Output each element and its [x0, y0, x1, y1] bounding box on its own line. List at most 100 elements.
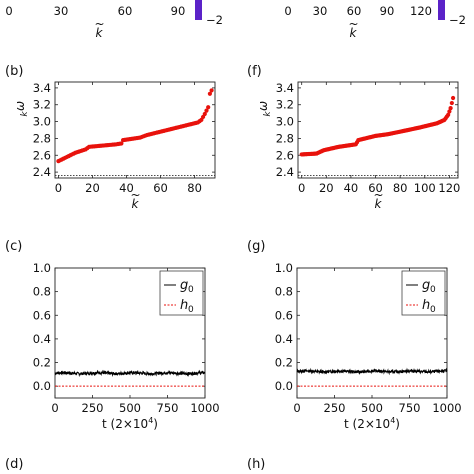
top-left-axis-strip: 0 30 60 90 −2 k ~ — [5, 0, 223, 40]
chart-g-xtick-label: 0 — [293, 401, 300, 415]
chart-c-xlabel: t (2×104) — [102, 416, 158, 431]
chart-b-xlabel-tilde: ~ — [130, 188, 140, 202]
top-right-tick-90: 90 — [380, 4, 395, 18]
chart-g-legend-label-h0: h — [422, 298, 430, 313]
top-right-axis-strip: 0 30 60 90 120 −2 k ~ — [284, 0, 466, 40]
chart-b-ytick-label: 3.4 — [33, 81, 51, 95]
chart-f-plot-frame — [297, 81, 459, 179]
chart-b-point — [206, 105, 211, 110]
top-left-tick-90: 90 — [171, 4, 186, 18]
chart-g-ytick-label: 0.2 — [275, 356, 293, 370]
chart-g-xlabel-close: ) — [395, 417, 400, 431]
chart-f-ytick-label: 2.4 — [276, 165, 294, 179]
chart-c-xtick-label: 750 — [157, 401, 179, 415]
chart-b-point — [204, 108, 209, 113]
chart-g-ytick-label: 0.8 — [275, 285, 293, 299]
top-left-tick-0: 0 — [5, 4, 12, 18]
top-left-tick-30: 30 — [54, 4, 69, 18]
chart-b-point — [209, 88, 214, 93]
chart-f-xtick-label: 60 — [368, 181, 383, 195]
chart-f-ytick-label: 3.4 — [276, 81, 294, 95]
chart-c-xlabel-close: ) — [153, 417, 158, 431]
panel-label-g: (g) — [247, 239, 265, 254]
chart-b-xlabel: k — [132, 197, 140, 211]
chart-b-ylabel: ω — [13, 101, 27, 111]
chart-c-legend-label-g0-sub: 0 — [188, 285, 194, 295]
panel-label-f: (f) — [247, 64, 262, 79]
chart-f-xtick-label: 120 — [438, 181, 460, 195]
chart-g-xtick-label: 1000 — [432, 401, 461, 415]
top-left-tick-60: 60 — [118, 4, 133, 18]
chart-f-point — [447, 109, 452, 114]
chart-c-xtick-label: 500 — [119, 401, 141, 415]
chart-b-xtick-label: 60 — [153, 181, 168, 195]
top-right-xlabel-tilde: ~ — [348, 17, 358, 31]
chart-f-xtick-label: 0 — [298, 181, 305, 195]
top-right-tick-30: 30 — [313, 4, 328, 18]
top-left-colorbar — [195, 0, 202, 20]
chart-c-legend-box — [159, 270, 204, 316]
chart-f-ytick-label: 3.2 — [276, 98, 294, 112]
chart-b-ytick-label: 2.6 — [33, 148, 51, 162]
panel-label-b: (b) — [5, 64, 23, 79]
chart-g-xlabel: t (2×104) — [344, 416, 400, 431]
chart-c-ytick-label: 0.8 — [33, 285, 51, 299]
chart-c-ytick-label: 0.0 — [33, 379, 51, 393]
panel-label-c: (c) — [5, 239, 22, 254]
chart-c-ytick-label: 1.0 — [33, 261, 51, 275]
top-right-colorbar — [438, 0, 445, 20]
chart-b-plot-frame — [54, 81, 216, 179]
chart-c-legend-label-h0-sub: 0 — [188, 305, 194, 315]
chart-c-ytick-label: 0.2 — [33, 356, 51, 370]
chart-b-xtick-label: 0 — [55, 181, 62, 195]
chart-f-xtick-label: 40 — [344, 181, 359, 195]
top-right-colorbar-label: −2 — [449, 13, 466, 27]
chart-c-xlabel-exponent: 4 — [148, 416, 153, 425]
chart-g-xtick-label: 500 — [361, 401, 383, 415]
chart-f-xtick-label: 100 — [414, 181, 436, 195]
chart-g-xtick-label: 750 — [399, 401, 421, 415]
chart-g-ytick-label: 1.0 — [275, 261, 293, 275]
chart-f-ylabel: ω — [256, 101, 270, 111]
chart-b-point — [119, 141, 124, 146]
chart-b-point — [207, 91, 212, 96]
top-right-xlabel: k — [350, 26, 358, 40]
chart-b-ytick-label: 2.8 — [33, 131, 51, 145]
chart-b-ytick-label: 3.0 — [33, 115, 51, 129]
chart-b-ylabel-sub: k — [20, 111, 30, 117]
top-left-xlabel-tilde: ~ — [94, 17, 104, 31]
top-left-xlabel: k — [96, 26, 104, 40]
chart-c-legend-label-h0: h — [180, 298, 188, 313]
chart-f-point — [448, 106, 453, 111]
chart-f-point — [450, 95, 456, 101]
chart-b-ytick-label: 2.4 — [33, 165, 51, 179]
chart-g-ytick-label: 0.6 — [275, 308, 293, 322]
chart-c-ytick-label: 0.6 — [33, 308, 51, 322]
chart-f-point — [449, 100, 454, 106]
top-right-tick-0: 0 — [284, 4, 291, 18]
chart-f-ytick-label: 2.8 — [276, 131, 294, 145]
chart-f-ytick-label: 3.0 — [276, 115, 294, 129]
chart-b-xtick-label: 80 — [187, 181, 202, 195]
chart-c-legend-label-g0: g — [180, 278, 188, 293]
chart-g-legend-label-h0-sub: 0 — [430, 305, 436, 315]
chart-g-ytick-label: 0.4 — [275, 332, 293, 346]
top-left-colorbar-label: −2 — [206, 13, 223, 27]
chart-c-series-g0 — [54, 369, 206, 378]
chart-g-legend-label-g0-sub: 0 — [430, 285, 436, 295]
chart-g-xlabel-exponent: 4 — [390, 416, 395, 425]
chart-f-point — [446, 112, 451, 117]
chart-c-ytick-label: 0.4 — [33, 332, 51, 346]
panel-label-d: (d) — [5, 457, 23, 472]
top-right-tick-120: 120 — [410, 4, 432, 18]
chart-g-ytick-label: 0.0 — [275, 379, 293, 393]
top-right-tick-60: 60 — [347, 4, 362, 18]
chart-c-xtick-label: 250 — [82, 401, 104, 415]
chart-f-ylabel-sub: k — [263, 111, 273, 117]
chart-g-legend-box — [401, 270, 446, 316]
chart-b-ytick-label: 3.2 — [33, 98, 51, 112]
